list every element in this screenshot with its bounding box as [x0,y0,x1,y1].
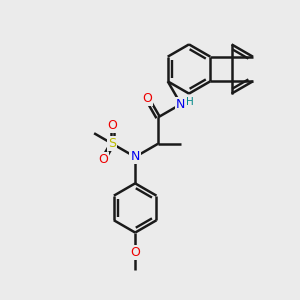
Text: O: O [107,119,117,132]
Text: N: N [130,151,140,164]
Text: O: O [142,92,152,105]
Text: O: O [130,247,140,260]
Text: O: O [98,153,108,167]
Text: N: N [176,98,186,111]
Text: H: H [186,97,194,107]
Text: S: S [108,137,116,150]
